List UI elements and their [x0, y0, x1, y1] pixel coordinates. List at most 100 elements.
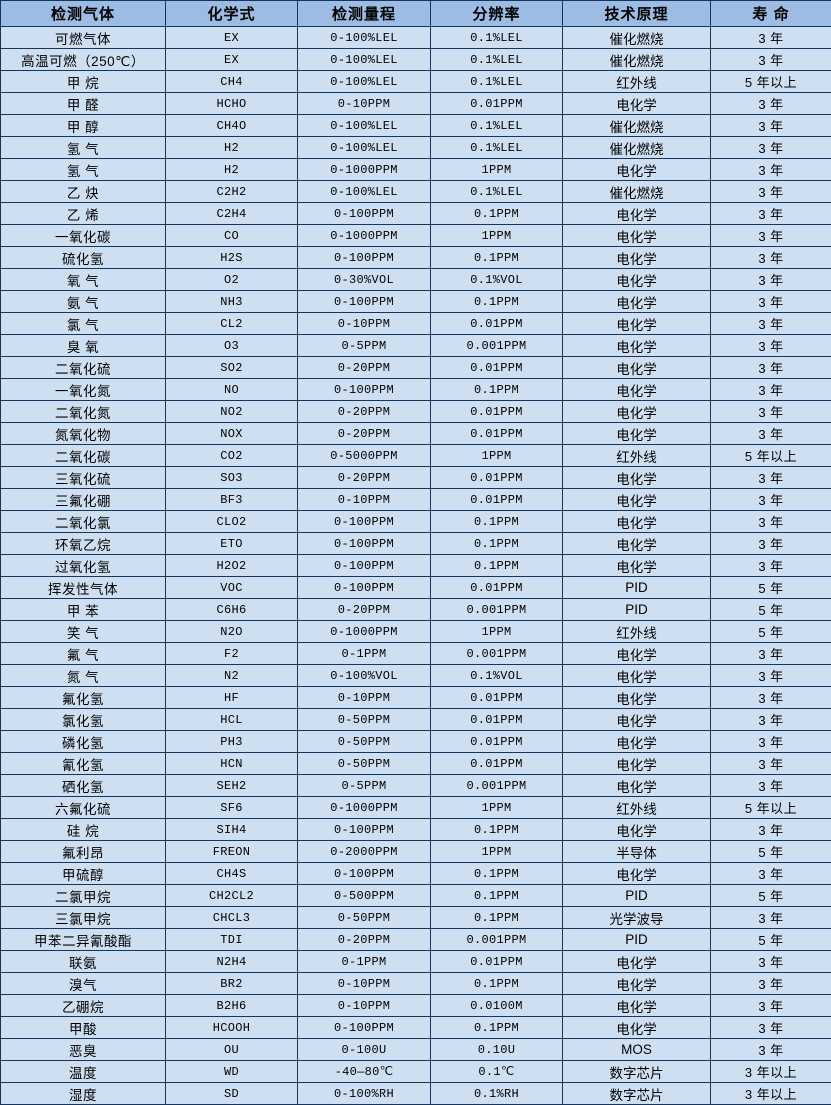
cell-formula: O2: [166, 269, 298, 291]
cell-life: 3 年: [711, 313, 831, 335]
cell-resolution: 0.001PPM: [431, 775, 563, 797]
cell-life: 3 年以上: [711, 1061, 831, 1083]
cell-life: 3 年: [711, 291, 831, 313]
cell-formula: ETO: [166, 533, 298, 555]
cell-life: 3 年: [711, 511, 831, 533]
cell-range: 0-10PPM: [298, 489, 431, 511]
cell-gas: 恶臭: [1, 1039, 166, 1061]
cell-formula: H2S: [166, 247, 298, 269]
cell-range: 0-100%LEL: [298, 181, 431, 203]
column-header-tech: 技术原理: [563, 1, 711, 27]
cell-gas: 挥发性气体: [1, 577, 166, 599]
cell-life: 3 年: [711, 643, 831, 665]
cell-range: 0-100PPM: [298, 863, 431, 885]
cell-range: 0-10PPM: [298, 313, 431, 335]
cell-resolution: 0.001PPM: [431, 335, 563, 357]
cell-resolution: 0.01PPM: [431, 577, 563, 599]
cell-resolution: 0.1%LEL: [431, 49, 563, 71]
cell-life: 3 年: [711, 137, 831, 159]
cell-tech: 红外线: [563, 797, 711, 819]
cell-tech: 半导体: [563, 841, 711, 863]
cell-tech: 催化燃烧: [563, 181, 711, 203]
cell-range: 0-10PPM: [298, 995, 431, 1017]
cell-life: 3 年: [711, 49, 831, 71]
cell-tech: 电化学: [563, 687, 711, 709]
cell-tech: 电化学: [563, 489, 711, 511]
cell-formula: SEH2: [166, 775, 298, 797]
cell-formula: F2: [166, 643, 298, 665]
cell-tech: PID: [563, 929, 711, 951]
cell-range: 0-100PPM: [298, 511, 431, 533]
cell-gas: 甲 苯: [1, 599, 166, 621]
cell-formula: OU: [166, 1039, 298, 1061]
cell-tech: PID: [563, 599, 711, 621]
cell-tech: 电化学: [563, 819, 711, 841]
cell-range: 0-100PPM: [298, 1017, 431, 1039]
cell-gas: 臭 氧: [1, 335, 166, 357]
cell-resolution: 0.0100M: [431, 995, 563, 1017]
cell-life: 3 年: [711, 687, 831, 709]
cell-resolution: 1PPM: [431, 841, 563, 863]
cell-formula: NOX: [166, 423, 298, 445]
cell-tech: 电化学: [563, 511, 711, 533]
cell-range: 0-100PPM: [298, 555, 431, 577]
cell-range: 0-100%LEL: [298, 27, 431, 49]
cell-resolution: 0.1PPM: [431, 907, 563, 929]
cell-resolution: 1PPM: [431, 159, 563, 181]
cell-tech: 电化学: [563, 643, 711, 665]
cell-resolution: 0.001PPM: [431, 929, 563, 951]
cell-formula: C2H4: [166, 203, 298, 225]
cell-tech: 电化学: [563, 159, 711, 181]
cell-range: 0-100PPM: [298, 819, 431, 841]
cell-range: 0-100%LEL: [298, 137, 431, 159]
cell-life: 3 年: [711, 401, 831, 423]
cell-resolution: 0.1PPM: [431, 1017, 563, 1039]
cell-life: 5 年: [711, 577, 831, 599]
cell-resolution: 1PPM: [431, 225, 563, 247]
cell-tech: 电化学: [563, 225, 711, 247]
cell-gas: 二氧化氮: [1, 401, 166, 423]
cell-life: 3 年: [711, 731, 831, 753]
cell-resolution: 0.1%LEL: [431, 71, 563, 93]
cell-tech: 电化学: [563, 291, 711, 313]
cell-resolution: 0.1%LEL: [431, 137, 563, 159]
cell-gas: 三氯甲烷: [1, 907, 166, 929]
cell-range: 0-1PPM: [298, 643, 431, 665]
cell-range: 0-20PPM: [298, 357, 431, 379]
cell-gas: 甲 醇: [1, 115, 166, 137]
cell-tech: 光学波导: [563, 907, 711, 929]
cell-gas: 温度: [1, 1061, 166, 1083]
cell-tech: 电化学: [563, 335, 711, 357]
cell-tech: PID: [563, 577, 711, 599]
cell-resolution: 0.01PPM: [431, 951, 563, 973]
cell-tech: 电化学: [563, 731, 711, 753]
cell-gas: 磷化氢: [1, 731, 166, 753]
cell-formula: H2: [166, 137, 298, 159]
cell-range: 0-100PPM: [298, 247, 431, 269]
cell-range: 0-10PPM: [298, 973, 431, 995]
cell-life: 5 年以上: [711, 797, 831, 819]
cell-range: 0-1PPM: [298, 951, 431, 973]
cell-life: 3 年: [711, 775, 831, 797]
cell-range: 0-100PPM: [298, 533, 431, 555]
cell-gas: 氮氧化物: [1, 423, 166, 445]
cell-tech: 电化学: [563, 313, 711, 335]
cell-formula: C2H2: [166, 181, 298, 203]
cell-resolution: 0.1%VOL: [431, 269, 563, 291]
cell-formula: SO3: [166, 467, 298, 489]
cell-resolution: 0.1℃: [431, 1061, 563, 1083]
cell-range: 0-100%RH: [298, 1083, 431, 1105]
